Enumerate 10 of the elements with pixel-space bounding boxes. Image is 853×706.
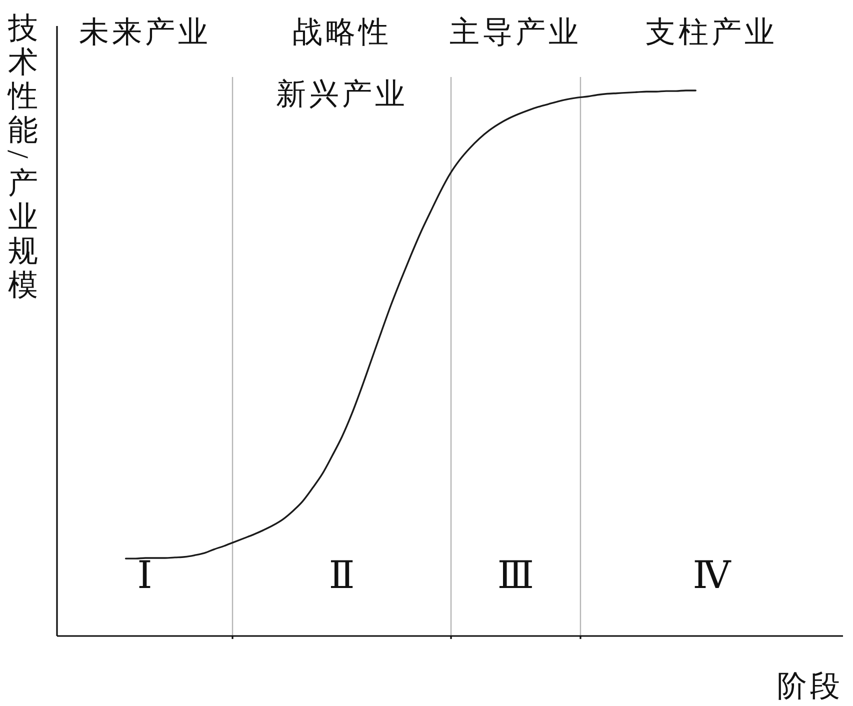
text: 支柱产业 <box>646 16 778 49</box>
annotation: Ⅳ <box>692 553 732 597</box>
text: 未来产业 <box>78 16 211 49</box>
annotation: Ⅰ <box>137 553 152 597</box>
annotation: Ⅱ <box>328 553 355 597</box>
x-axis-title: 阶段 <box>777 670 843 703</box>
annotation: 战略性新兴产业 <box>276 16 408 111</box>
annotation: Ⅲ <box>497 553 534 597</box>
text: 技术性能/产业规模 <box>0 12 38 302</box>
text: 主导产业 <box>450 16 582 49</box>
